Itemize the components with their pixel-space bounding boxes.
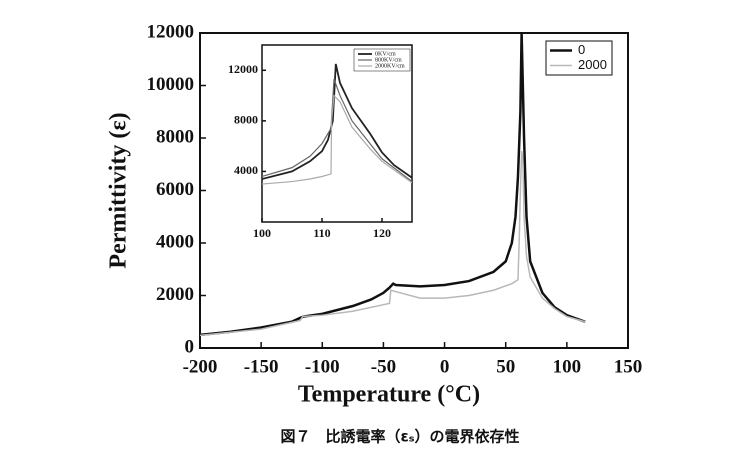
series-line <box>262 63 412 180</box>
legend-label: 800KV/cm <box>375 57 402 63</box>
legend-label: 2000 <box>578 57 607 72</box>
series-line <box>262 94 412 185</box>
x-tick-label: -200 <box>183 356 218 377</box>
x-tick-label: 150 <box>614 356 643 377</box>
x-tick-label: 120 <box>373 226 391 240</box>
y-tick-label: 6000 <box>156 179 194 200</box>
legend-box <box>545 40 613 76</box>
y-axis-label: Permittivity (ε) <box>106 112 132 268</box>
y-tick-label: 4000 <box>156 231 194 252</box>
caption: 図７ 比誘電率（εₛ）の電界依存性 <box>280 428 519 446</box>
y-tick-label: 8000 <box>156 126 194 147</box>
y-tick-label: 12000 <box>147 21 195 42</box>
y-tick-label: 10000 <box>147 74 195 95</box>
series-line <box>262 78 412 183</box>
legend-label: 0 <box>578 42 585 57</box>
plot-frame <box>261 44 413 223</box>
y-tick-label: 8000 <box>234 113 258 127</box>
y-tick-label: 2000 <box>156 284 194 305</box>
x-tick-label: 100 <box>253 226 271 240</box>
x-axis-label: Temperature (°C) <box>298 382 480 408</box>
x-tick-label: 50 <box>496 356 515 377</box>
x-tick-label: 0 <box>440 356 450 377</box>
legend-label: 0KV/cm <box>375 51 396 57</box>
legend-label: 2000KV/cm <box>375 63 405 69</box>
x-tick-label: 110 <box>313 226 330 240</box>
y-tick-label: 0 <box>185 336 195 357</box>
x-tick-label: 100 <box>553 356 582 377</box>
series-line <box>200 151 586 337</box>
x-tick-label: -150 <box>244 356 279 377</box>
y-tick-label: 12000 <box>228 62 258 76</box>
x-tick-label: -50 <box>371 356 396 377</box>
y-tick-label: 4000 <box>234 163 258 177</box>
x-tick-label: -100 <box>305 356 340 377</box>
